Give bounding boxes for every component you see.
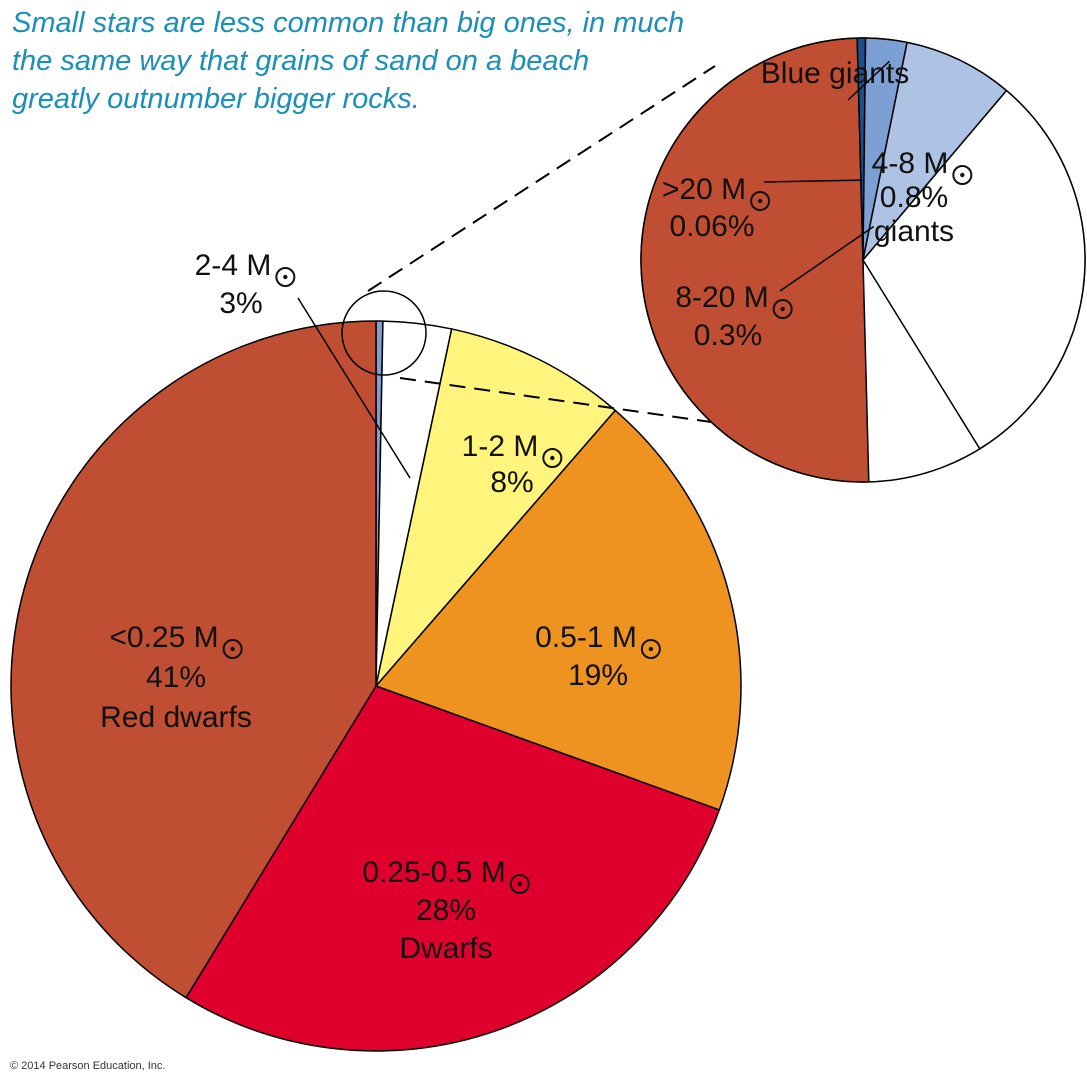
label-1_2-mass-sun-dot-icon: [550, 455, 555, 461]
label-2_4-mass-sun-dot-icon: [283, 274, 288, 280]
label-4_8-group: giants: [874, 215, 954, 248]
inset-slice-2_4: [862, 89, 1086, 450]
inset-pie: [640, 37, 1086, 483]
label-lt025-percent: 41%: [146, 661, 206, 694]
label-05_1-mass: 0.5-1 M: [535, 621, 637, 654]
label-4_8-percent: 0.8%: [880, 181, 948, 214]
label-4_8-mass: 4-8 M: [872, 147, 949, 180]
zoom-line-top: [367, 65, 716, 292]
label-025_05-mass-sun-dot-icon: [517, 881, 522, 887]
main-pie: [10, 320, 742, 1052]
label-gt20-mass: >20 M: [662, 173, 746, 206]
inset-title: Blue giants: [761, 57, 909, 90]
inset-title-leader: [847, 60, 890, 101]
label-gt20-mass-sun-dot-icon: [757, 198, 763, 204]
label-2_4-percent: 3%: [219, 287, 262, 320]
label-025_05-mass: 0.25-0.5 M: [362, 856, 505, 889]
slice-lt025: [10, 320, 377, 999]
label-025_05-percent: 28%: [416, 894, 476, 927]
label-lt025-group: Red dwarfs: [100, 701, 252, 734]
label-gt20-percent: 0.06%: [669, 210, 754, 243]
zoom-indicator: [341, 65, 839, 441]
label-8_20-mass-sun-icon: [772, 299, 793, 319]
caption: Small stars are less common than big one…: [12, 4, 685, 118]
label-8_20-mass: 8-20 M: [675, 281, 768, 314]
label-8_20-percent: 0.3%: [694, 319, 762, 352]
caption-line-2: the same way that grains of sand on a be…: [12, 45, 590, 77]
slice-025_05: [185, 685, 721, 1052]
label-1_2-mass-sun-icon: [542, 448, 563, 468]
label-05_1-mass-sun-icon: [640, 639, 661, 659]
label-1_2-mass: 1-2 M: [462, 430, 539, 463]
caption-line-3: greatly outnumber bigger rocks.: [12, 83, 420, 115]
inset-slice-4_8: [862, 41, 1008, 261]
label-05_1-percent: 19%: [568, 659, 628, 692]
slice-05_1: [375, 409, 742, 811]
label-lt025-mass: <0.25 M: [109, 621, 218, 654]
zoom-circle: [341, 290, 427, 376]
label-025_05-mass-sun-icon: [509, 874, 530, 894]
label-1_2-percent: 8%: [490, 466, 533, 499]
caption-line-1: Small stars are less common than big one…: [12, 7, 685, 39]
label-lt025-mass-sun-icon: [222, 639, 243, 659]
slice-labels: <0.25 M 41% Red dwarfs 0.25-0.5 M 28% Dwarfs 0…: [100, 57, 973, 965]
label-025_05-group: Dwarfs: [399, 932, 492, 965]
label-4_8-mass-sun-icon: [952, 165, 973, 185]
label-8_20-mass-sun-dot-icon: [780, 306, 785, 312]
label-8_20-leader: [779, 225, 875, 292]
label-gt20-mass-sun-icon: [750, 191, 771, 211]
label-gt20-leader: [763, 179, 863, 183]
label-4_8-mass-sun-dot-icon: [960, 172, 965, 178]
slice-1_2: [375, 328, 617, 687]
inset-slice-lt025: [640, 37, 870, 483]
label-2_4-mass: 2-4 M: [195, 249, 272, 282]
label-2_4-leader: [297, 297, 411, 479]
copyright: © 2014 Pearson Education, Inc.: [10, 1060, 166, 1072]
label-2_4-mass-sun-icon: [275, 267, 296, 287]
label-05_1-mass-sun-dot-icon: [648, 646, 654, 652]
label-lt025-mass-sun-dot-icon: [230, 646, 235, 652]
